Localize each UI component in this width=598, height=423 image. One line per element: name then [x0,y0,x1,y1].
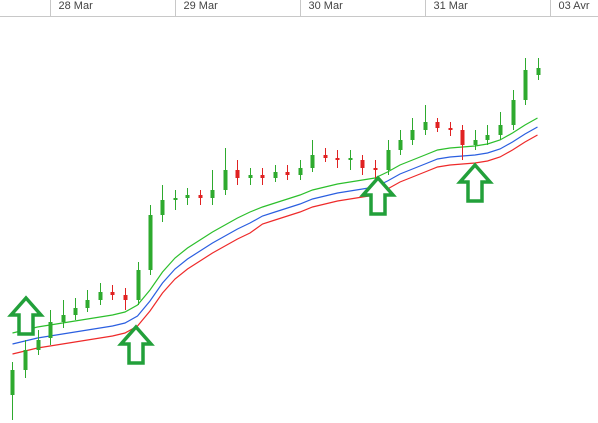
candle-body [498,125,503,135]
candle-body [123,295,128,300]
candle-body [160,200,165,215]
candle-body [48,322,53,338]
candle-body [398,140,403,150]
x-tick-label: 03 Avr [559,0,590,12]
candle-body [173,198,178,200]
candle-body [260,175,265,178]
candle-body [198,195,203,198]
candle-body [148,215,153,270]
candle-body [285,172,290,175]
candle-body [273,172,278,178]
moving-average-line [12,134,538,355]
candle-body [410,130,415,140]
x-tick-label: 30 Mar [309,0,344,12]
candle-body [136,270,141,300]
candle-body [348,158,353,160]
candle-body [210,190,215,198]
signal-arrows [7,162,494,365]
candle-body [73,308,78,315]
candle-body [10,370,15,395]
candle-body [98,292,103,300]
candle-body [248,175,253,178]
candle-body [360,160,365,168]
candle-body [511,100,516,125]
moving-average-line [12,117,538,334]
plot-area [10,58,541,420]
candle-body [235,170,240,178]
candle-body [298,168,303,175]
candle-body [110,292,115,295]
candle-body [223,170,228,190]
candle-body [473,140,478,145]
candle-body [323,155,328,158]
candle-body [523,70,528,100]
buy-arrow [7,295,45,336]
candle-body [536,68,541,75]
date-strip [0,0,598,16]
candle-body [448,128,453,130]
x-tick-label: 29 Mar [184,0,219,12]
candle-body [460,130,465,145]
candle-body [36,340,41,350]
candle-body [61,315,66,322]
x-tick-label: 31 Mar [434,0,469,12]
candle-body [373,168,378,170]
candle-body [185,195,190,198]
buy-arrow [359,175,397,216]
candle-body [23,350,28,370]
candle-body [485,135,490,140]
buy-arrow [456,162,494,203]
candle-body [435,122,440,128]
candle-body [335,158,340,160]
candle-body [85,300,90,308]
x-tick-label: 28 Mar [59,0,94,12]
candle-body [386,150,391,170]
moving-average-line [12,126,538,345]
candle-body [310,155,315,168]
buy-arrow [117,324,155,365]
candle-body [423,122,428,130]
